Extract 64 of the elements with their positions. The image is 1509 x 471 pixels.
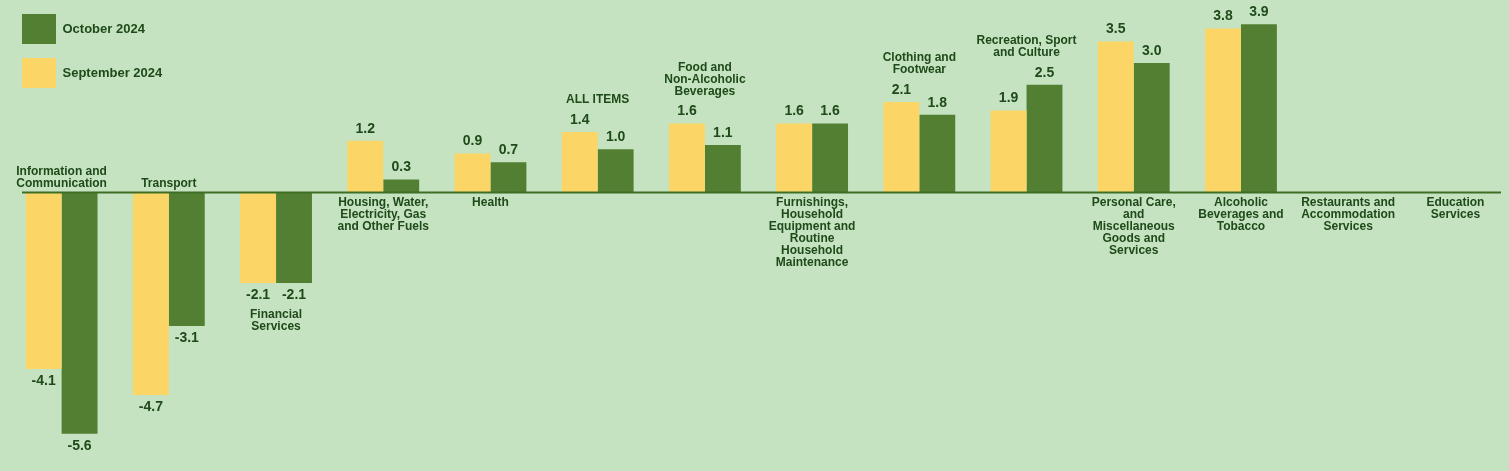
data-label: 2.5: [1034, 63, 1055, 80]
data-label: 1.6: [820, 102, 841, 119]
bar: [61, 192, 98, 434]
data-label: 0.9: [462, 132, 483, 149]
bar: [919, 114, 956, 193]
x-tick-label: Food and Non-Alcoholic Beverages: [664, 59, 746, 98]
data-label: -2.1: [281, 285, 307, 302]
bar: [1205, 28, 1241, 193]
data-label: 2.1: [891, 80, 912, 97]
bar: [276, 192, 312, 283]
data-label: 1.6: [677, 102, 697, 119]
data-label: 1.1: [713, 123, 733, 140]
data-label: 1.6: [784, 102, 805, 119]
bar: [1133, 63, 1170, 193]
bar: [1026, 84, 1063, 193]
data-label: 1.4: [569, 110, 590, 127]
bar: [168, 192, 205, 327]
x-tick-label: Recreation, Sport and Culture: [976, 32, 1077, 59]
data-label: 0.7: [498, 141, 519, 158]
x-tick-label: Financial Services: [250, 307, 303, 334]
bar: [812, 123, 849, 193]
x-tick-label: ALL ITEMS: [566, 92, 630, 107]
data-label: 3.5: [1106, 20, 1126, 37]
bar: [1097, 41, 1134, 193]
x-tick-label: Health: [472, 194, 509, 209]
bar: [490, 162, 527, 193]
legend-label: October 2024: [62, 20, 146, 36]
x-tick-label: Clothing and Footwear: [882, 50, 956, 77]
data-label: -2.1: [246, 285, 271, 302]
legend-label: September 2024: [62, 64, 163, 80]
bar: [240, 192, 277, 283]
data-label: 3.8: [1213, 7, 1233, 24]
bar: [383, 179, 420, 193]
data-label: -4.7: [138, 397, 164, 414]
x-tick-label: Information and Communication: [16, 163, 107, 190]
x-tick-label: Furnishings, Household Equipment and Routine Household Maintenance: [768, 194, 856, 269]
bar: [1240, 24, 1277, 193]
x-tick-label: Restaurants and Accommodation Services: [1301, 194, 1396, 233]
data-label: 3.9: [1249, 3, 1269, 20]
data-label: 3.0: [1141, 41, 1162, 58]
data-label: -4.1: [31, 371, 56, 388]
bar: [347, 140, 384, 193]
data-label: 1.9: [998, 89, 1019, 106]
data-label: 1.2: [355, 119, 376, 136]
x-tick-label: Alcoholic Beverages and Tobacco: [1198, 194, 1284, 233]
data-label: -3.1: [174, 328, 200, 345]
x-tick-label: Transport: [141, 175, 197, 190]
data-label: 0.3: [391, 158, 412, 175]
bar: [25, 192, 62, 370]
bar: [776, 123, 813, 193]
bar: [668, 123, 705, 193]
x-tick-label: Personal Care, and Miscellaneous Goods and Services: [1091, 194, 1176, 257]
bar: [454, 153, 491, 193]
data-label: 1.0: [605, 128, 626, 145]
bar: [597, 149, 634, 193]
bar: [132, 192, 169, 395]
data-label: -5.6: [67, 436, 92, 453]
bar: [704, 144, 741, 193]
x-tick-label: Education Services: [1426, 194, 1485, 221]
bar: [561, 132, 598, 193]
x-tick-label: Housing, Water, Electricity, Gas and Other Fuels: [337, 194, 430, 233]
bar: [883, 101, 920, 193]
bar: [990, 110, 1027, 193]
data-label: 1.8: [927, 93, 948, 110]
